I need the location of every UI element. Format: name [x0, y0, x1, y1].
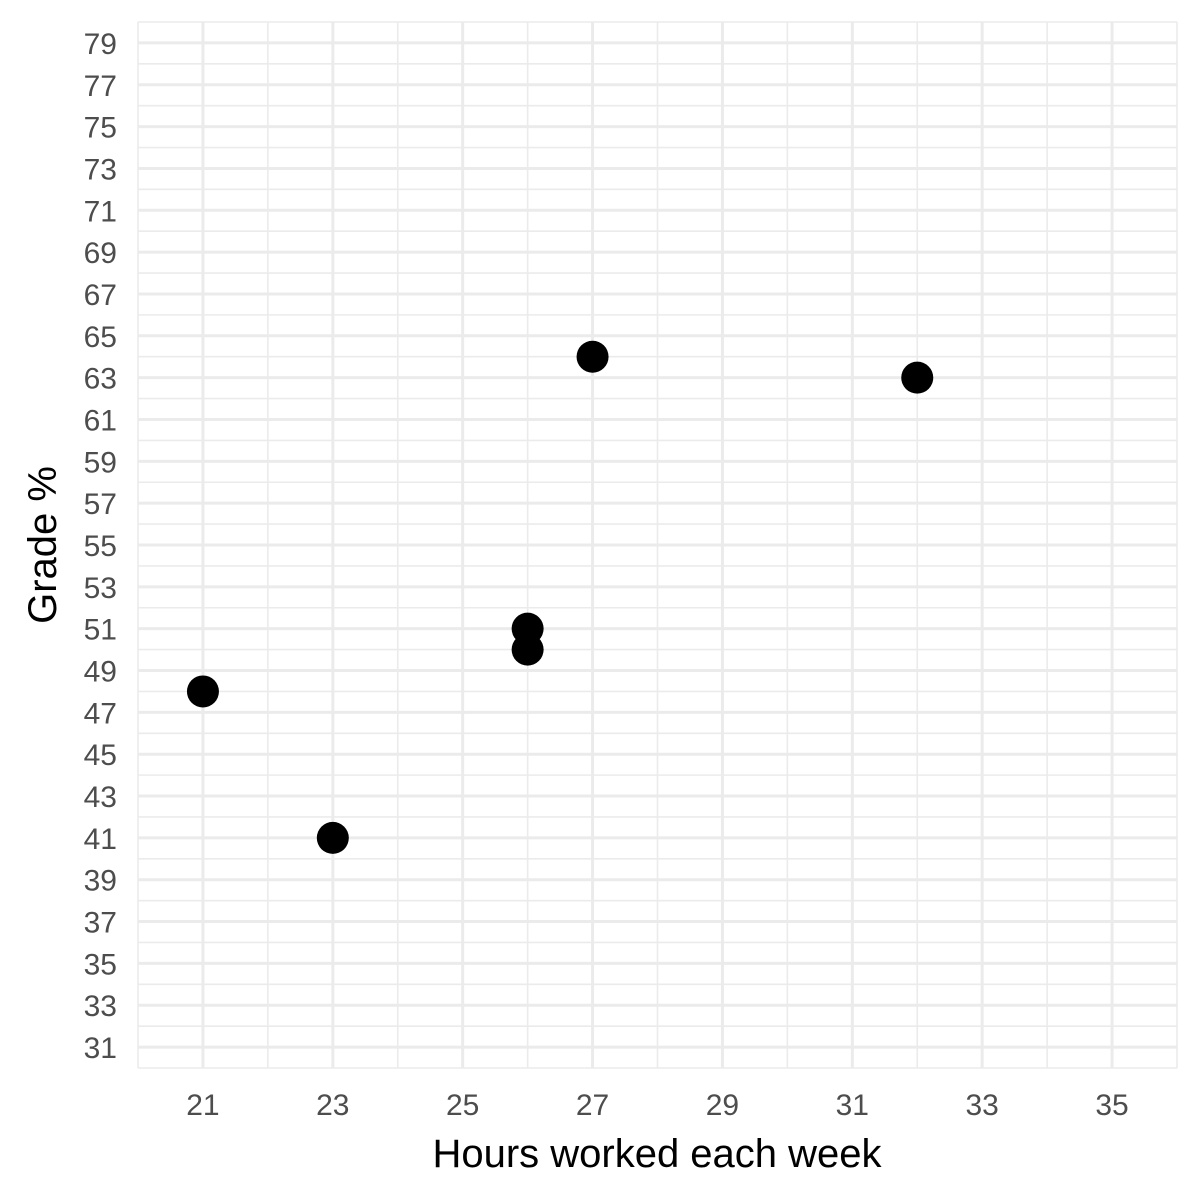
y-tick-label: 31	[84, 1032, 117, 1065]
y-tick-label: 75	[84, 112, 117, 145]
y-tick-label: 73	[84, 153, 117, 186]
y-tick-label: 49	[84, 656, 117, 689]
y-tick-label: 39	[84, 865, 117, 898]
x-tick-label: 35	[1095, 1089, 1128, 1122]
y-tick-label: 71	[84, 195, 117, 228]
data-point	[316, 821, 349, 854]
y-tick-label: 35	[84, 948, 117, 981]
x-tick-label: 23	[316, 1089, 349, 1122]
data-point	[511, 633, 544, 666]
y-tick-label: 55	[84, 530, 117, 563]
grid	[137, 21, 1178, 1069]
x-tick-label: 27	[576, 1089, 609, 1122]
y-tick-label: 63	[84, 363, 117, 396]
y-tick-label: 33	[84, 990, 117, 1023]
x-tick-label: 25	[446, 1089, 479, 1122]
x-tick-label: 21	[186, 1089, 219, 1122]
data-point	[576, 340, 609, 373]
y-tick-label: 79	[84, 28, 117, 61]
y-tick-label: 77	[84, 70, 117, 103]
y-tick-label: 53	[84, 572, 117, 605]
data-point	[186, 675, 219, 708]
y-tick-label: 57	[84, 488, 117, 521]
x-tick-label: 29	[706, 1089, 739, 1122]
x-axis-title: Hours worked each week	[432, 1132, 882, 1176]
data-points	[186, 340, 934, 854]
y-tick-label: 47	[84, 697, 117, 730]
x-tick-label: 31	[836, 1089, 869, 1122]
y-tick-label: 69	[84, 237, 117, 270]
y-tick-label: 61	[84, 404, 117, 437]
data-point	[901, 361, 934, 394]
y-tick-label: 65	[84, 321, 117, 354]
y-tick-label: 37	[84, 907, 117, 940]
x-tick-label: 33	[966, 1089, 999, 1122]
x-axis-ticks: 21 23 25 27 29 31 33 35	[186, 1089, 1129, 1122]
y-tick-label: 51	[84, 614, 117, 647]
y-tick-label: 41	[84, 823, 117, 856]
y-tick-label: 45	[84, 739, 117, 772]
y-tick-label: 67	[84, 279, 117, 312]
y-axis-title: Grade %	[21, 466, 65, 624]
y-tick-label: 43	[84, 781, 117, 814]
y-tick-label: 59	[84, 446, 117, 479]
y-axis-ticks: 31 33 35 37 39 41 43 45 47 49 51 53 55 57 59 61 63 65 67 69…	[84, 28, 117, 1065]
